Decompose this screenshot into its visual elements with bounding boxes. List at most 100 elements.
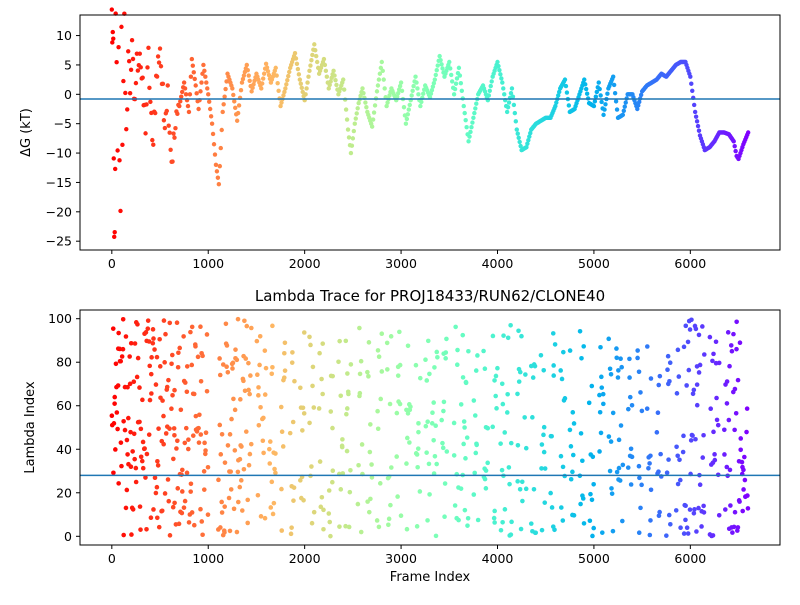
lambda-point <box>729 348 735 354</box>
lambda-point <box>607 468 613 474</box>
lambda-point <box>425 518 430 523</box>
lambda-point <box>281 375 287 380</box>
delta-g-point <box>266 72 272 78</box>
lambda-point <box>667 378 672 384</box>
delta-g-point <box>438 58 443 63</box>
x-tick-label: 6000 <box>674 256 706 271</box>
lambda-point <box>309 464 314 469</box>
lambda-point <box>279 486 284 492</box>
lambda-point <box>550 331 556 336</box>
y-tick-label: −5 <box>54 116 72 131</box>
lambda-point <box>417 489 423 494</box>
lambda-point <box>270 364 275 370</box>
delta-g-point <box>322 62 328 68</box>
lambda-point <box>218 452 224 457</box>
lambda-point <box>386 522 391 528</box>
delta-g-point <box>363 100 368 105</box>
lambda-point <box>164 384 170 390</box>
lambda-point <box>120 316 126 322</box>
lambda-point <box>713 339 719 345</box>
delta-g-point <box>298 81 303 86</box>
lambda-point <box>571 513 577 518</box>
lambda-point <box>737 340 743 346</box>
lambda-point <box>562 396 568 401</box>
delta-g-point <box>145 65 150 70</box>
lambda-point <box>321 507 326 513</box>
lambda-point <box>111 421 117 426</box>
lambda-point <box>508 440 514 446</box>
lambda-point <box>376 354 382 360</box>
lambda-point <box>132 456 137 462</box>
delta-g-point <box>207 106 213 112</box>
lambda-point <box>460 332 466 338</box>
lambda-point <box>233 347 238 352</box>
lambda-point <box>292 378 297 384</box>
x-tick-label: 6000 <box>674 551 706 566</box>
lambda-point <box>499 381 505 387</box>
lambda-point <box>458 486 464 491</box>
lambda-point <box>227 432 233 437</box>
delta-g-point <box>395 90 401 96</box>
delta-g-point <box>295 66 301 72</box>
delta-g-point <box>346 135 352 140</box>
lambda-point <box>424 450 429 455</box>
lambda-point <box>686 367 692 373</box>
delta-g-point <box>281 93 286 98</box>
delta-g-point <box>410 88 415 93</box>
lambda-point <box>485 460 490 466</box>
delta-g-point <box>474 101 479 106</box>
lambda-point <box>616 465 622 471</box>
lambda-point <box>397 362 403 368</box>
delta-g-point <box>153 110 158 116</box>
delta-g-point <box>498 72 503 77</box>
lambda-point <box>300 405 306 411</box>
lambda-point <box>407 407 413 413</box>
lambda-point <box>240 508 245 513</box>
lambda-point <box>502 507 508 512</box>
lambda-point <box>116 481 121 486</box>
lambda-point <box>608 439 614 444</box>
lambda-point <box>707 334 713 340</box>
lambda-point <box>246 462 252 468</box>
delta-g-point <box>370 117 376 122</box>
lambda-point <box>367 449 373 455</box>
lambda-point <box>267 461 273 466</box>
lambda-point <box>628 482 634 487</box>
lambda-point <box>326 488 332 493</box>
lambda-point <box>741 487 746 492</box>
lambda-point <box>492 520 497 525</box>
delta-g-point <box>235 110 241 116</box>
lambda-point <box>639 482 644 488</box>
lambda-point <box>237 456 243 462</box>
delta-g-point <box>260 81 265 86</box>
lambda-point <box>369 462 374 467</box>
lambda-point <box>444 449 450 454</box>
delta-g-point <box>437 53 442 59</box>
delta-g-point <box>250 85 255 91</box>
lambda-point <box>272 466 277 472</box>
delta-g-point <box>564 90 570 95</box>
delta-g-point <box>563 83 569 89</box>
lambda-point <box>628 446 634 452</box>
lambda-point <box>558 453 564 459</box>
lambda-point <box>308 342 313 348</box>
lambda-point <box>273 470 278 476</box>
delta-g-point <box>506 100 512 105</box>
delta-g-point <box>695 123 701 129</box>
lambda-point <box>151 336 156 341</box>
lambda-point <box>656 469 661 474</box>
lambda-point <box>426 461 432 467</box>
lambda-point <box>340 471 346 476</box>
delta-g-point <box>562 77 568 82</box>
delta-g-y-axis-label: ΔG (kT) <box>19 108 34 157</box>
lambda-point <box>397 401 403 407</box>
lambda-point <box>116 330 121 336</box>
lambda-point <box>700 324 705 329</box>
lambda-point <box>732 427 737 433</box>
lambda-point <box>189 510 195 515</box>
delta-g-point <box>189 56 195 62</box>
lambda-point <box>268 505 274 510</box>
delta-g-point <box>341 77 346 82</box>
delta-g-point <box>432 77 438 82</box>
delta-g-point <box>610 74 616 79</box>
